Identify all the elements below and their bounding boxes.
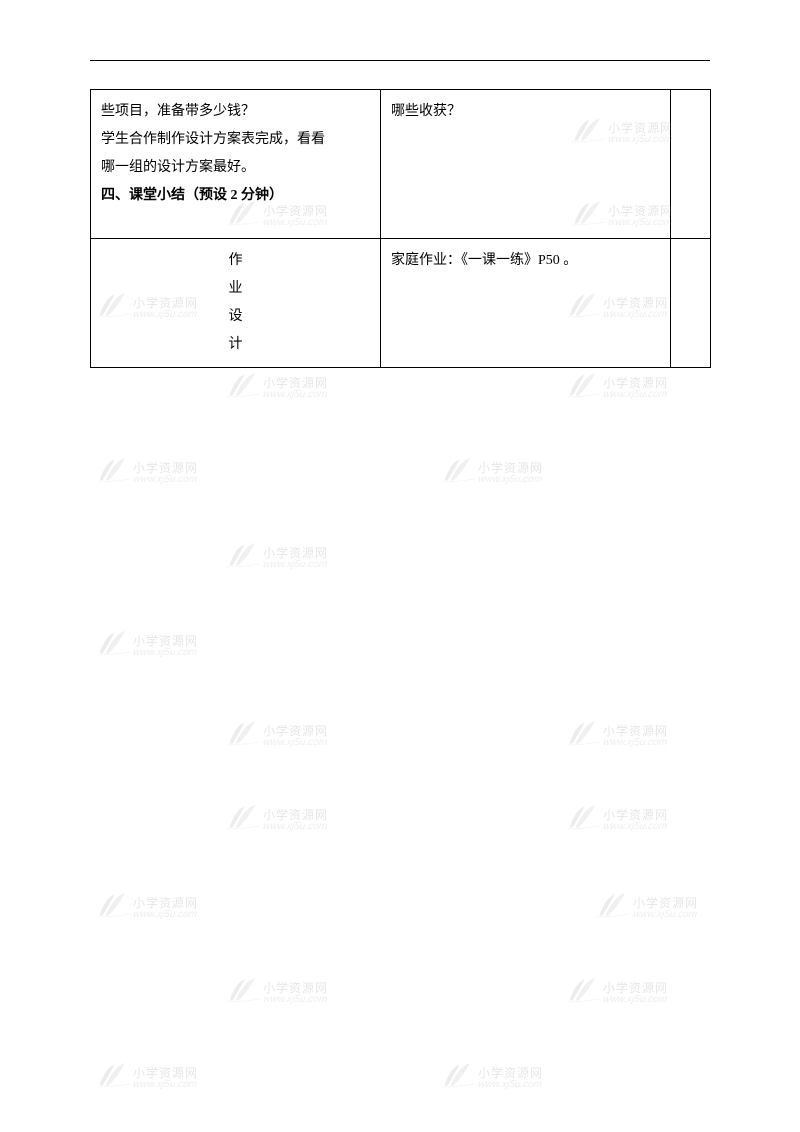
watermark: 小学资源网www.xj5u.com xyxy=(225,370,328,400)
watermark: 小学资源网www.xj5u.com xyxy=(225,718,328,748)
cell-note xyxy=(671,90,711,239)
label-char: 业 xyxy=(101,275,370,303)
text-line: 些项目，准备带多少钱？ xyxy=(101,98,370,126)
header-rule xyxy=(90,60,710,61)
table-row: 作 业 设 计 家庭作业：《一课一练》P50 。 xyxy=(91,239,711,368)
cell-gains: 哪些收获？ xyxy=(381,90,671,239)
lesson-table: 些项目，准备带多少钱？ 学生合作制作设计方案表完成，看看 哪一组的设计方案最好。… xyxy=(90,89,711,368)
section-heading: 四、课堂小结（预设 2 分钟） xyxy=(101,182,370,210)
text-line: 哪些收获？ xyxy=(391,98,660,126)
watermark: 小学资源网www.xj5u.com xyxy=(225,540,328,570)
watermark: 小学资源网www.xj5u.com xyxy=(440,455,543,485)
watermark: 小学资源网www.xj5u.com xyxy=(565,802,668,832)
watermark: 小学资源网www.xj5u.com xyxy=(95,455,198,485)
cell-homework-content: 家庭作业：《一课一练》P50 。 xyxy=(381,239,671,368)
table-row: 些项目，准备带多少钱？ 学生合作制作设计方案表完成，看看 哪一组的设计方案最好。… xyxy=(91,90,711,239)
watermark: 小学资源网www.xj5u.com xyxy=(565,975,668,1005)
watermark: 小学资源网www.xj5u.com xyxy=(95,1060,198,1090)
cell-homework-label: 作 业 设 计 xyxy=(91,239,381,368)
label-char: 设 xyxy=(101,303,370,331)
label-char: 作 xyxy=(101,247,370,275)
cell-note xyxy=(671,239,711,368)
watermark: 小学资源网www.xj5u.com xyxy=(595,890,698,920)
watermark: 小学资源网www.xj5u.com xyxy=(440,1060,543,1090)
watermark: 小学资源网www.xj5u.com xyxy=(95,628,198,658)
cell-activity: 些项目，准备带多少钱？ 学生合作制作设计方案表完成，看看 哪一组的设计方案最好。… xyxy=(91,90,381,239)
label-char: 计 xyxy=(101,331,370,359)
watermark: 小学资源网www.xj5u.com xyxy=(95,890,198,920)
watermark: 小学资源网www.xj5u.com xyxy=(225,802,328,832)
page-content: 些项目，准备带多少钱？ 学生合作制作设计方案表完成，看看 哪一组的设计方案最好。… xyxy=(90,60,710,368)
text-line: 哪一组的设计方案最好。 xyxy=(101,154,370,182)
watermark: 小学资源网www.xj5u.com xyxy=(565,718,668,748)
watermark: 小学资源网www.xj5u.com xyxy=(565,370,668,400)
watermark: 小学资源网www.xj5u.com xyxy=(225,975,328,1005)
text-line: 学生合作制作设计方案表完成，看看 xyxy=(101,126,370,154)
homework-text: 家庭作业：《一课一练》P50 。 xyxy=(391,253,577,268)
